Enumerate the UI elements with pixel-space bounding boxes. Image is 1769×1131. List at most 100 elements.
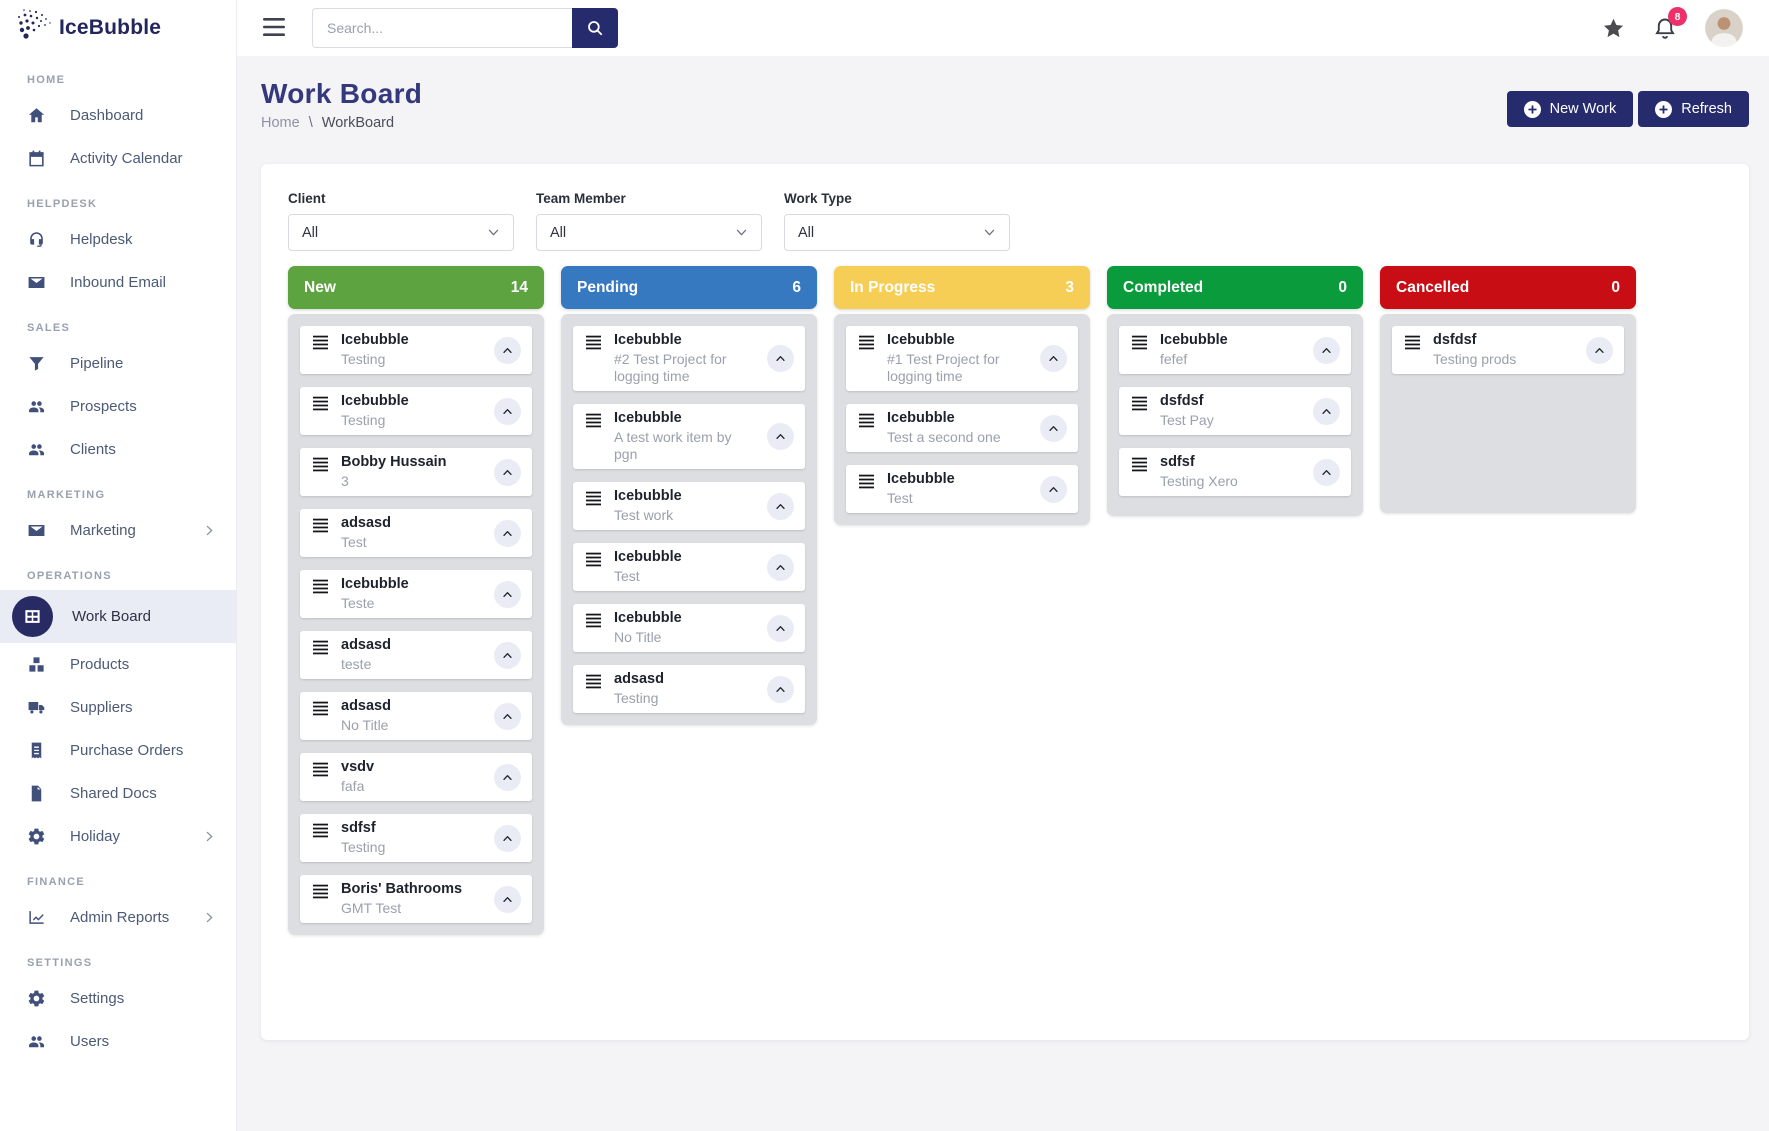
sidebar-item-pipeline[interactable]: Pipeline [0,342,236,385]
collapse-card-button[interactable] [494,641,521,669]
grip-lines-icon[interactable] [312,640,329,655]
breadcrumb-home-link[interactable]: Home [261,115,300,132]
sidebar-item-suppliers[interactable]: Suppliers [0,686,236,729]
grip-lines-icon[interactable] [858,335,875,350]
user-avatar[interactable] [1705,9,1743,47]
work-card[interactable]: Icebubble fefef [1119,326,1351,375]
sidebar-item-settings[interactable]: Settings [0,977,236,1020]
sidebar-item-purchase-orders[interactable]: Purchase Orders [0,729,236,772]
collapse-card-button[interactable] [767,492,794,520]
work-card[interactable]: vsdv fafa [300,753,532,802]
sidebar-item-users[interactable]: Users [0,1020,236,1063]
filter-select-team-member[interactable]: All [536,214,762,252]
grip-lines-icon[interactable] [858,413,875,428]
work-card[interactable]: Icebubble #2 Test Project for logging tim… [573,326,805,392]
work-card[interactable]: dsfdsf Test Pay [1119,387,1351,436]
grip-lines-icon[interactable] [1404,335,1421,350]
sidebar-item-shared-docs[interactable]: Shared Docs [0,772,236,815]
sidebar-item-inbound-email[interactable]: Inbound Email [0,261,236,304]
sidebar-item-dashboard[interactable]: Dashboard [0,94,236,137]
grip-lines-icon[interactable] [585,491,602,506]
grip-lines-icon[interactable] [312,579,329,594]
sidebar-item-helpdesk[interactable]: Helpdesk [0,218,236,261]
collapse-card-button[interactable] [494,519,521,547]
work-card[interactable]: Boris' Bathrooms GMT Test [300,875,532,924]
grip-lines-icon[interactable] [585,674,602,689]
collapse-card-button[interactable] [1040,475,1067,503]
grip-lines-icon[interactable] [585,335,602,350]
work-card[interactable]: Icebubble Test [846,465,1078,514]
grip-lines-icon[interactable] [585,552,602,567]
sidebar-item-clients[interactable]: Clients [0,428,236,471]
grip-lines-icon[interactable] [1131,396,1148,411]
filter-select-work-type[interactable]: All [784,214,1010,252]
favorites-star-icon[interactable] [1602,17,1625,40]
grip-lines-icon[interactable] [312,823,329,838]
work-card[interactable]: Bobby Hussain 3 [300,448,532,497]
collapse-card-button[interactable] [494,763,521,791]
collapse-card-button[interactable] [767,553,794,581]
work-card[interactable]: sdfsf Testing Xero [1119,448,1351,497]
collapse-card-button[interactable] [1040,414,1067,442]
brand-logo[interactable]: IceBubble [0,0,236,56]
collapse-card-button[interactable] [1313,336,1340,364]
grip-lines-icon[interactable] [585,413,602,428]
sidebar-item-activity-calendar[interactable]: Activity Calendar [0,137,236,180]
work-card[interactable]: adsasd teste [300,631,532,680]
work-card[interactable]: Icebubble #1 Test Project for logging tim… [846,326,1078,392]
collapse-card-button[interactable] [494,824,521,852]
menu-toggle-icon[interactable] [262,17,288,39]
work-card[interactable]: Icebubble Test work [573,482,805,531]
collapse-card-button[interactable] [767,345,794,373]
work-card-text: adsasd Testing [614,671,755,707]
collapse-card-button[interactable] [494,458,521,486]
sidebar-item-holiday[interactable]: Holiday [0,815,236,858]
grip-lines-icon[interactable] [312,701,329,716]
work-card[interactable]: adsasd Testing [573,665,805,714]
sidebar-item-products[interactable]: Products [0,643,236,686]
collapse-card-button[interactable] [494,580,521,608]
grip-lines-icon[interactable] [1131,457,1148,472]
new-work-button[interactable]: New Work [1506,91,1634,127]
sidebar-item-marketing[interactable]: Marketing [0,509,236,552]
sidebar-item-admin-reports[interactable]: Admin Reports [0,896,236,939]
collapse-card-button[interactable] [494,336,521,364]
grip-lines-icon[interactable] [585,613,602,628]
work-card[interactable]: Icebubble Testing [300,326,532,375]
work-card[interactable]: adsasd No Title [300,692,532,741]
collapse-card-button[interactable] [1040,345,1067,373]
collapse-card-button[interactable] [1313,458,1340,486]
filter-select-client[interactable]: All [288,214,514,252]
work-card[interactable]: adsasd Test [300,509,532,558]
sidebar-item-prospects[interactable]: Prospects [0,385,236,428]
grip-lines-icon[interactable] [312,396,329,411]
grip-lines-icon[interactable] [858,474,875,489]
collapse-card-button[interactable] [1586,336,1613,364]
work-card[interactable]: Icebubble A test work item by pgn [573,404,805,470]
grip-lines-icon[interactable] [312,518,329,533]
notifications-bell-icon[interactable]: 8 [1653,7,1687,41]
grip-lines-icon[interactable] [1131,335,1148,350]
search-button[interactable] [572,8,618,48]
refresh-button[interactable]: Refresh [1638,91,1749,127]
collapse-card-button[interactable] [494,397,521,425]
collapse-card-button[interactable] [1313,397,1340,425]
collapse-card-button[interactable] [494,885,521,913]
collapse-card-button[interactable] [767,614,794,642]
work-card[interactable]: sdfsf Testing [300,814,532,863]
grip-lines-icon[interactable] [312,762,329,777]
grip-lines-icon[interactable] [312,884,329,899]
work-card[interactable]: Icebubble Testing [300,387,532,436]
grip-lines-icon[interactable] [312,335,329,350]
work-card[interactable]: Icebubble Test [573,543,805,592]
collapse-card-button[interactable] [494,702,521,730]
collapse-card-button[interactable] [767,423,794,451]
search-input[interactable] [312,8,572,48]
collapse-card-button[interactable] [767,675,794,703]
work-card[interactable]: Icebubble Teste [300,570,532,619]
grip-lines-icon[interactable] [312,457,329,472]
sidebar-item-work-board[interactable]: Work Board [0,590,236,643]
work-card[interactable]: Icebubble No Title [573,604,805,653]
work-card[interactable]: Icebubble Test a second one [846,404,1078,453]
work-card[interactable]: dsfdsf Testing prods [1392,326,1624,375]
